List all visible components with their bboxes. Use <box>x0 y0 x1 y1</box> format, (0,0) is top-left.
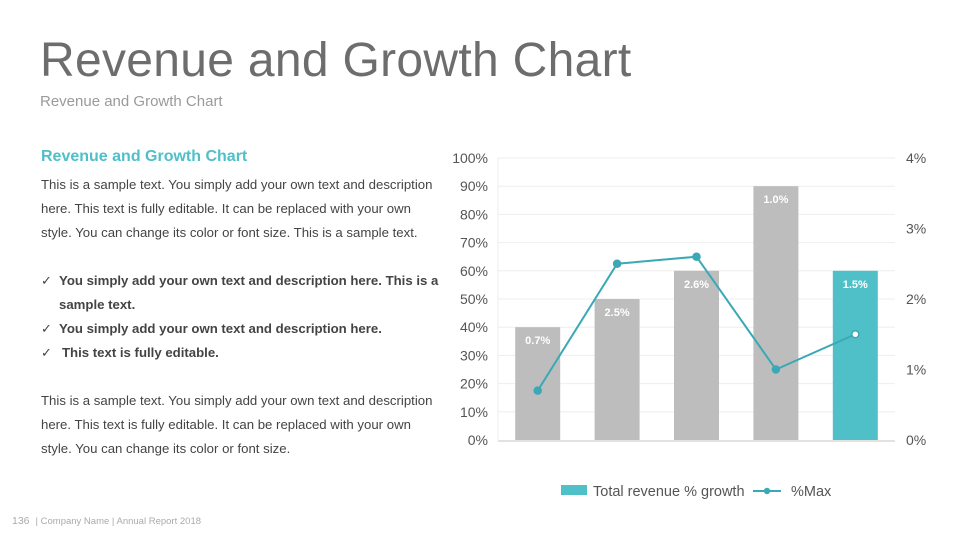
page-title: Revenue and Growth Chart <box>40 34 632 87</box>
bar <box>594 299 640 440</box>
check-icon: ✓ <box>41 273 53 288</box>
section-heading: Revenue and Growth Chart <box>41 148 248 165</box>
y-left-tick-label: 70% <box>460 235 488 251</box>
y-left-tick-label: 20% <box>460 376 488 392</box>
y-left-tick-label: 0% <box>468 432 488 448</box>
line-point <box>771 365 781 374</box>
bullet-text: This text is fully editable. <box>62 345 219 360</box>
bar-data-label: 2.5% <box>605 307 630 319</box>
bar <box>832 270 878 440</box>
line-point <box>851 330 860 339</box>
bar-data-label: 2.6% <box>684 279 709 291</box>
line-point <box>533 386 542 395</box>
bar <box>753 186 799 440</box>
bullet-item: ✓ You simply add your own text and descr… <box>41 317 441 341</box>
y-left-tick-label: 50% <box>460 291 488 307</box>
bar <box>515 327 561 440</box>
legend-line-marker <box>763 487 771 495</box>
page-subtitle: Revenue and Growth Chart <box>40 93 223 110</box>
y-left-tick-label: 10% <box>460 404 488 420</box>
y-right-tick-label: 2% <box>906 291 926 307</box>
text-panel: Revenue and Growth Chart This is a sampl… <box>41 148 441 461</box>
y-right-tick-label: 0% <box>906 432 926 448</box>
y-left-tick-label: 80% <box>460 206 488 222</box>
legend-line-label: %Max <box>791 484 832 500</box>
bar-data-label: 1.0% <box>763 194 788 206</box>
closing-paragraph: This is a sample text. You simply add yo… <box>41 393 433 456</box>
bullet-text: You simply add your own text and descrip… <box>59 273 439 312</box>
line-point <box>692 252 701 261</box>
bar-data-label: 0.7% <box>525 335 550 347</box>
y-left-tick-label: 40% <box>460 319 488 335</box>
y-left-tick-label: 30% <box>460 347 488 363</box>
page-number: 136 <box>12 515 30 527</box>
check-icon: ✓ <box>41 345 53 360</box>
footer-text: | Company Name | Annual Report 2018 <box>35 516 202 527</box>
legend-bar-label: Total revenue % growth <box>593 484 745 500</box>
intro-paragraph: This is a sample text. You simply add yo… <box>41 177 433 240</box>
y-right-tick-label: 3% <box>906 221 926 237</box>
bar <box>674 270 719 440</box>
bullet-item: ✓ You simply add your own text and descr… <box>41 269 441 317</box>
revenue-growth-chart: 0% 10% 20% 30% 40% 50% 60% 70% 80% 90% 100% 0% 1% 2% 3… <box>452 150 926 500</box>
y-left-tick-label: 100% <box>452 150 488 166</box>
footer: 136 | Company Name | Annual Report 2018 <box>12 515 201 527</box>
bullet-item: ✓ This text is fully editable. <box>41 341 441 365</box>
y-left-tick-label: 60% <box>460 263 488 279</box>
bullet-list: ✓ You simply add your own text and descr… <box>41 269 441 365</box>
legend-bar-swatch <box>561 485 587 495</box>
check-icon: ✓ <box>41 321 53 336</box>
line-point <box>612 259 622 268</box>
y-right-tick-label: 1% <box>906 362 926 378</box>
y-left-tick-label: 90% <box>460 178 488 194</box>
bullet-text: You simply add your own text and descrip… <box>59 321 382 336</box>
bar-data-label: 1.5% <box>843 279 868 291</box>
y-right-tick-label: 4% <box>906 150 926 166</box>
